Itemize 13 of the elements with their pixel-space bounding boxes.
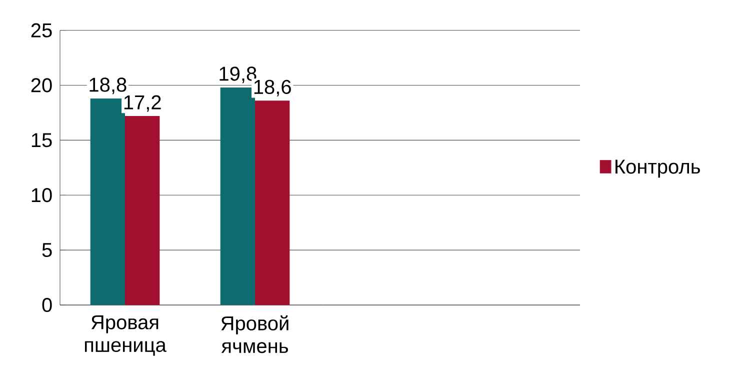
data-label: 17,2 xyxy=(124,95,161,112)
y-tick-label: 10 xyxy=(32,188,52,202)
y-tick-label: 25 xyxy=(31,23,52,38)
y-tick-label: 20 xyxy=(31,78,52,92)
x-tick-label: Яровая пшеница xyxy=(84,315,166,356)
x-tick-label: Яровой ячмень xyxy=(221,315,288,354)
y-tick-label: 15 xyxy=(32,133,52,148)
y-tick-label: 5 xyxy=(42,243,52,258)
data-label: 18,8 xyxy=(90,78,126,94)
legend-label: Контроль xyxy=(616,160,700,178)
y-tick-label: 0 xyxy=(42,298,52,312)
data-label: 18,6 xyxy=(254,80,291,96)
data-label: 19,8 xyxy=(220,66,256,84)
